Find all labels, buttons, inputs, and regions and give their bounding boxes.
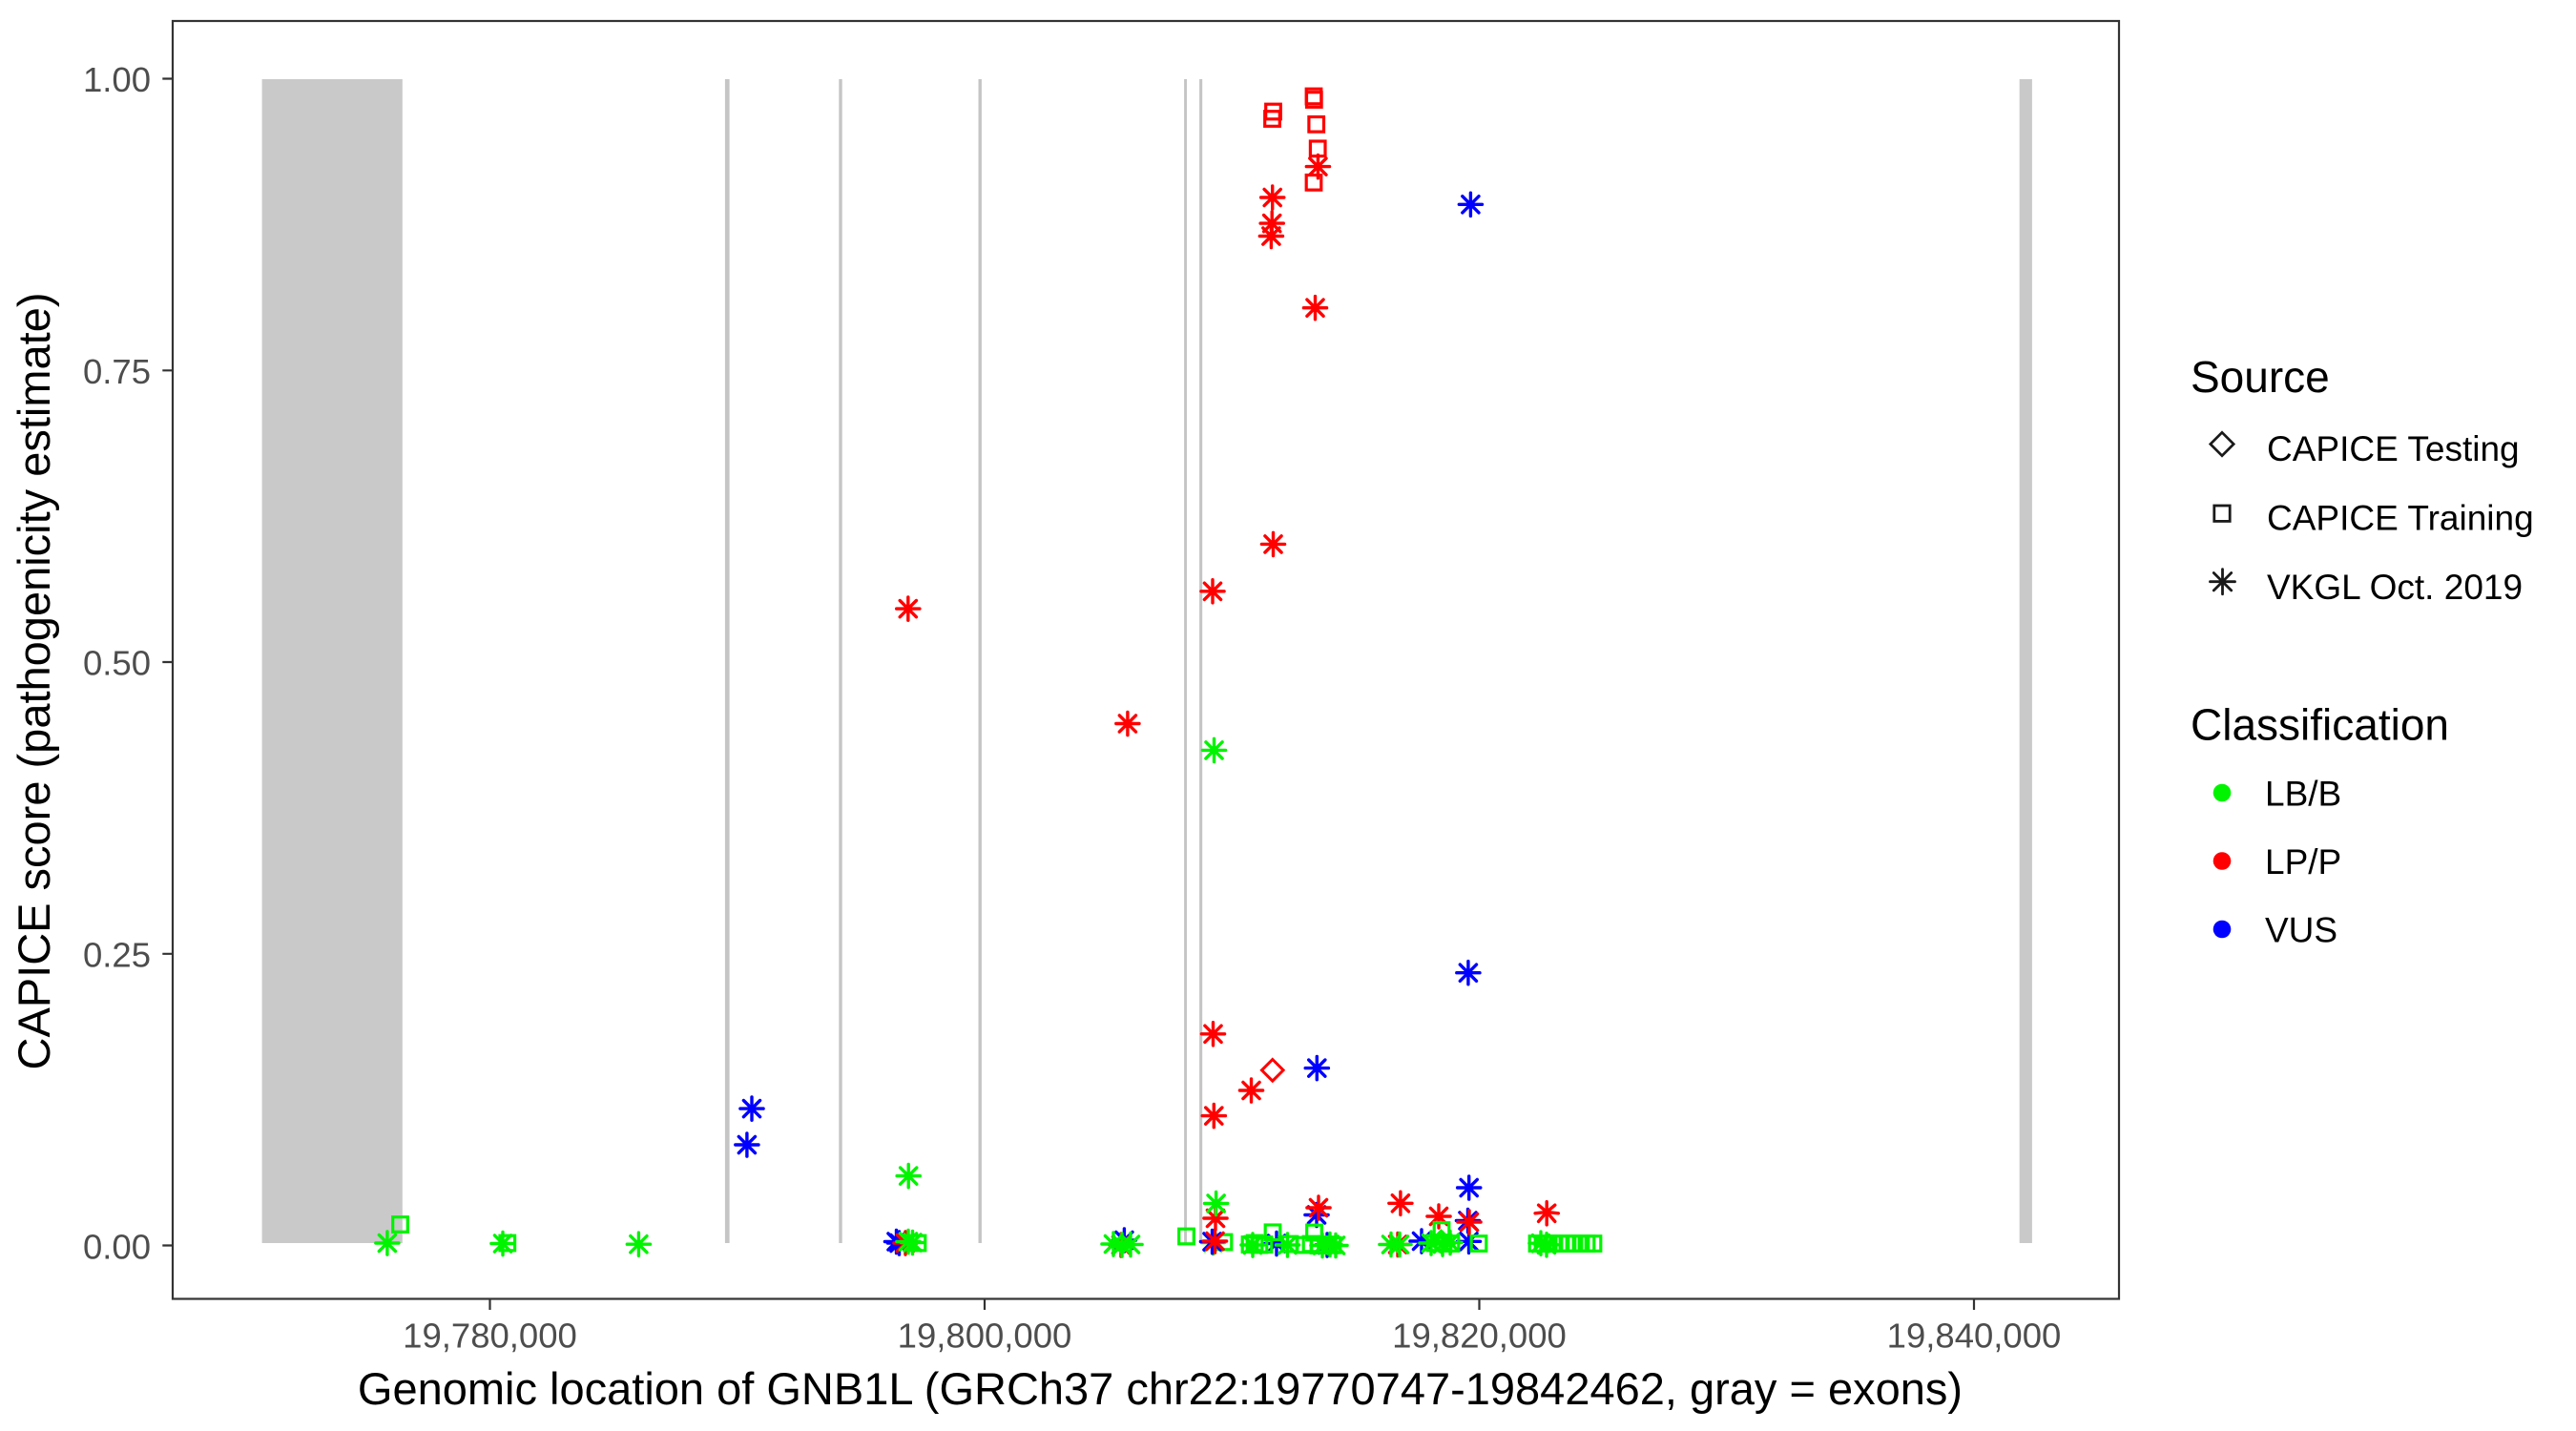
- svg-text:LB/B: LB/B: [2265, 775, 2341, 814]
- svg-text:CAPICE score (pathogenicity es: CAPICE score (pathogenicity estimate): [9, 293, 59, 1070]
- svg-text:CAPICE Testing: CAPICE Testing: [2267, 429, 2520, 468]
- svg-text:0.00: 0.00: [83, 1227, 151, 1266]
- svg-text:CAPICE Training: CAPICE Training: [2267, 499, 2534, 538]
- svg-text:Genomic location of GNB1L (GRC: Genomic location of GNB1L (GRCh37 chr22:…: [358, 1363, 1963, 1414]
- svg-text:0.25: 0.25: [83, 936, 151, 975]
- svg-text:LP/P: LP/P: [2265, 842, 2341, 881]
- svg-text:19,800,000: 19,800,000: [898, 1316, 1072, 1355]
- svg-text:19,780,000: 19,780,000: [403, 1316, 577, 1355]
- svg-text:0.50: 0.50: [83, 644, 151, 683]
- svg-text:Classification: Classification: [2191, 700, 2449, 750]
- svg-text:1.00: 1.00: [83, 60, 151, 99]
- svg-text:VUS: VUS: [2265, 911, 2337, 950]
- svg-text:0.75: 0.75: [83, 352, 151, 391]
- svg-text:VKGL Oct. 2019: VKGL Oct. 2019: [2267, 568, 2523, 607]
- svg-text:19,840,000: 19,840,000: [1887, 1316, 2062, 1355]
- svg-text:19,820,000: 19,820,000: [1392, 1316, 1567, 1355]
- svg-text:Source: Source: [2191, 352, 2330, 402]
